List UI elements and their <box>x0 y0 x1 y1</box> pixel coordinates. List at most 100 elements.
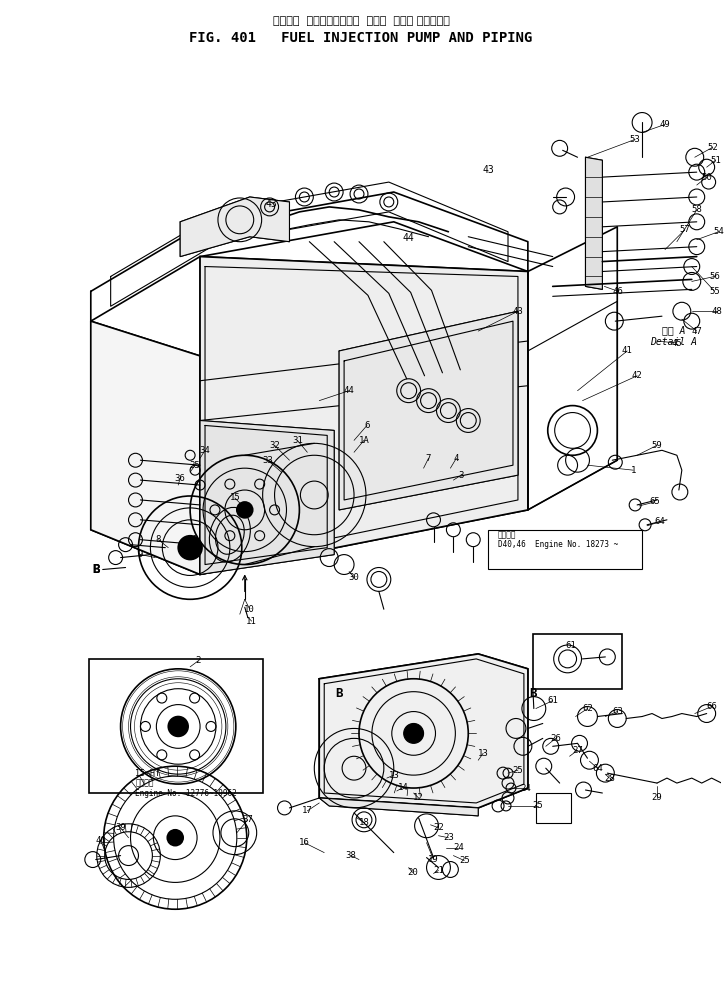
Text: 45: 45 <box>671 338 682 347</box>
Text: 35: 35 <box>190 461 201 470</box>
Text: 42: 42 <box>632 371 642 381</box>
Polygon shape <box>339 312 518 510</box>
Text: 26: 26 <box>550 734 561 743</box>
Polygon shape <box>586 157 602 290</box>
Text: 54: 54 <box>713 227 724 236</box>
Text: 62: 62 <box>582 704 593 713</box>
Text: 56: 56 <box>710 272 720 281</box>
Text: 2: 2 <box>195 657 201 666</box>
Text: 41: 41 <box>622 346 633 355</box>
Text: 43: 43 <box>482 165 494 175</box>
Text: 52: 52 <box>707 142 718 152</box>
Text: 61: 61 <box>565 642 576 651</box>
Text: 14: 14 <box>398 782 409 791</box>
Text: 1A: 1A <box>358 436 369 445</box>
Text: 36: 36 <box>174 474 185 483</box>
Polygon shape <box>200 420 334 575</box>
Bar <box>533 634 622 688</box>
Polygon shape <box>180 197 290 256</box>
Text: 39: 39 <box>115 823 126 833</box>
Text: B: B <box>335 687 343 700</box>
Text: 33: 33 <box>262 456 273 465</box>
Circle shape <box>237 502 253 518</box>
Text: 43: 43 <box>513 307 523 315</box>
Text: 15-HT: 15-HT <box>135 768 161 777</box>
Text: 19: 19 <box>428 855 439 864</box>
Text: 6: 6 <box>364 421 370 430</box>
Text: 4: 4 <box>454 454 459 463</box>
Text: Engine No. 12776~19962: Engine No. 12776~19962 <box>135 788 237 797</box>
Text: 64: 64 <box>654 517 665 526</box>
Text: 13: 13 <box>478 749 489 758</box>
Text: 53: 53 <box>630 135 641 143</box>
Text: 8: 8 <box>156 535 161 544</box>
Text: 3: 3 <box>458 471 464 480</box>
Text: 13: 13 <box>388 770 399 779</box>
Text: 詳細 A
Detail A: 詳細 A Detail A <box>650 325 697 347</box>
Text: 21: 21 <box>433 866 444 875</box>
Text: 12: 12 <box>413 793 424 802</box>
Text: 32: 32 <box>269 441 280 450</box>
Text: 51: 51 <box>710 155 721 165</box>
Text: 15: 15 <box>230 494 240 502</box>
Text: 47: 47 <box>691 326 702 335</box>
Text: 63: 63 <box>612 707 623 716</box>
Text: 43: 43 <box>266 199 277 209</box>
Text: 55: 55 <box>710 287 720 296</box>
Bar <box>89 659 263 793</box>
Text: 31: 31 <box>292 436 303 445</box>
Polygon shape <box>319 654 528 808</box>
Text: 10: 10 <box>245 604 255 614</box>
Text: 23: 23 <box>443 833 454 843</box>
Text: 38: 38 <box>345 852 356 860</box>
Text: フェエル  インジェクション  ポンプ  および パイピング: フェエル インジェクション ポンプ および パイピング <box>272 16 450 26</box>
Text: 64: 64 <box>592 764 603 772</box>
Polygon shape <box>200 256 528 575</box>
Text: 44: 44 <box>344 386 355 396</box>
Circle shape <box>168 716 188 737</box>
Text: 59: 59 <box>652 441 662 450</box>
Text: FIG. 401   FUEL INJECTION PUMP AND PIPING: FIG. 401 FUEL INJECTION PUMP AND PIPING <box>189 31 533 45</box>
Circle shape <box>404 724 424 744</box>
Text: 28: 28 <box>604 773 615 782</box>
Text: 9: 9 <box>138 550 143 559</box>
Text: 1: 1 <box>631 466 636 475</box>
Text: 7: 7 <box>426 454 432 463</box>
Text: 17: 17 <box>302 806 313 815</box>
Text: 66: 66 <box>707 702 717 711</box>
Text: 48: 48 <box>711 307 722 315</box>
Text: 50: 50 <box>702 173 712 182</box>
Bar <box>536 793 571 823</box>
Circle shape <box>167 830 183 846</box>
Text: 2: 2 <box>193 535 198 544</box>
Text: 57: 57 <box>679 225 690 234</box>
Text: 機関番号: 機関番号 <box>135 778 154 787</box>
Text: 24: 24 <box>453 844 463 853</box>
Text: 25: 25 <box>513 765 523 774</box>
Text: 20: 20 <box>408 868 418 877</box>
Text: 58: 58 <box>691 206 702 215</box>
Text: 30: 30 <box>349 573 359 582</box>
Circle shape <box>178 536 202 560</box>
Text: 29: 29 <box>652 793 662 802</box>
Text: 18: 18 <box>358 818 369 828</box>
Text: 27: 27 <box>572 746 583 755</box>
Text: 44: 44 <box>403 232 415 242</box>
Text: 40: 40 <box>96 836 106 846</box>
Text: 22: 22 <box>433 823 444 833</box>
Text: 49: 49 <box>660 120 670 129</box>
Text: 25: 25 <box>532 801 543 810</box>
Polygon shape <box>90 321 200 575</box>
Text: 16: 16 <box>299 838 310 848</box>
Text: B: B <box>92 563 99 576</box>
Text: 65: 65 <box>649 497 660 506</box>
Bar <box>488 530 642 570</box>
Text: 24: 24 <box>521 783 531 792</box>
Polygon shape <box>319 798 479 816</box>
Text: 11: 11 <box>246 617 257 626</box>
Text: 34: 34 <box>200 446 211 455</box>
Text: 37: 37 <box>243 815 253 824</box>
Text: 61: 61 <box>547 696 558 705</box>
Text: B: B <box>529 687 536 700</box>
Text: 25: 25 <box>459 856 470 865</box>
